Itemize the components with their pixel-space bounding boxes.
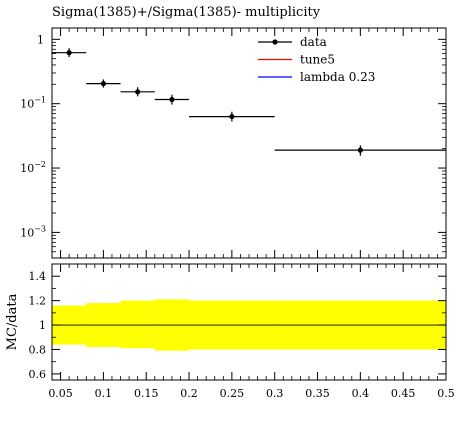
ratio-y-tick-label: 0.8: [29, 343, 47, 356]
ratio-y-axis-label: MC/data: [5, 293, 20, 350]
data-point: [229, 113, 235, 120]
ratio-y-tick-label: 0.6: [29, 368, 47, 381]
legend: data tune5 lambda 0.23: [258, 35, 375, 84]
ratio-y-tick-label: 1.4: [29, 270, 47, 283]
main-y-ticks: 1 10−1 10−2 10−3: [20, 33, 446, 259]
data-points: [52, 48, 446, 156]
data-point: [135, 89, 141, 95]
main-y-tick-label: 10−2: [20, 160, 46, 175]
data-point: [66, 50, 72, 56]
x-tick-label: 0.15: [134, 387, 159, 400]
x-tick-label: 0.1: [95, 387, 113, 400]
ratio-y-ticks: 0.6 0.8 1 1.2 1.4: [29, 270, 446, 381]
data-point: [100, 81, 106, 87]
legend-marker: [272, 39, 278, 45]
x-tick-label: 0.05: [48, 387, 73, 400]
ratio-y-tick-label: 1: [39, 319, 46, 332]
main-y-tick-label: 1: [37, 33, 44, 46]
ratio-x-ticks: 0.05 0.1 0.15 0.2 0.25 0.3 0.35 0.4 0.45 0.5: [48, 264, 455, 400]
x-tick-label: 0.35: [305, 387, 330, 400]
x-tick-label: 0.25: [220, 387, 245, 400]
main-plot-frame: [51, 27, 447, 259]
x-tick-label: 0.5: [437, 387, 455, 400]
chart-title: Sigma(1385)+/Sigma(1385)- multiplicity: [52, 5, 321, 20]
main-y-tick-label: 10−1: [20, 96, 46, 111]
legend-label: data: [300, 35, 327, 49]
x-tick-label: 0.4: [352, 387, 370, 400]
ratio-band-segment: [120, 300, 155, 349]
data-point: [357, 147, 363, 153]
x-tick-label: 0.2: [180, 387, 198, 400]
data-point: [169, 96, 175, 103]
main-plot: 1 10−1 10−2 10−3 data tune5 lambda 0.23: [20, 27, 447, 259]
main-y-tick-label: 10−3: [20, 224, 46, 239]
ratio-y-tick-label: 1.2: [29, 295, 47, 308]
main-x-ticks: [51, 28, 447, 258]
ratio-plot: 0.60.811.21.4 0.05 0.1 0.15 0.2 0.25 0.3 0.35 0…: [5, 263, 455, 400]
legend-label: tune5: [300, 53, 335, 67]
x-tick-label: 0.3: [266, 387, 284, 400]
x-tick-label: 0.45: [391, 387, 416, 400]
legend-label: lambda 0.23: [300, 70, 375, 84]
